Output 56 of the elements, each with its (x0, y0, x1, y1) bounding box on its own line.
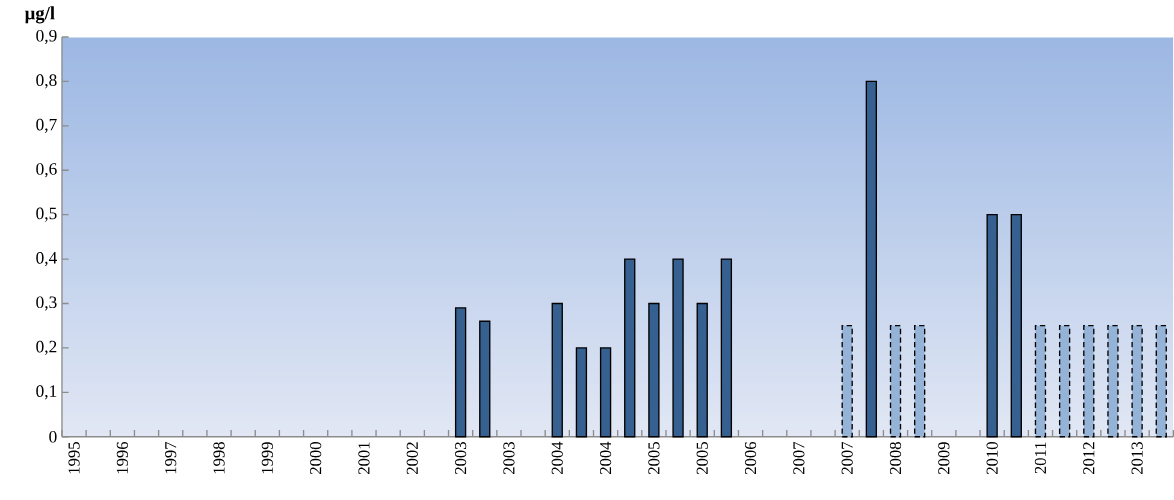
bar (575, 347, 588, 438)
x-tick-label: 2011 (1034, 442, 1047, 474)
y-tick-label: 0,4 (36, 252, 57, 267)
bar (865, 80, 878, 438)
bar (672, 258, 684, 438)
x-tick-label: 2010 (986, 442, 998, 475)
y-tick-label: 0 (49, 431, 57, 443)
x-tick-label: 1996 (116, 442, 128, 474)
x-tick-label: 1999 (261, 442, 273, 474)
y-tick-label: 0,1 (36, 385, 57, 400)
x-tick-label: 2003 (503, 442, 515, 475)
bar (889, 325, 902, 438)
bar (720, 258, 733, 438)
x-tick-label: 2007 (793, 442, 805, 475)
y-tick-label: 0,9 (36, 30, 57, 45)
x-tick-label: 2003 (455, 442, 467, 475)
x-tick-label: 2004 (551, 441, 563, 475)
bar (648, 302, 660, 438)
bar (1155, 325, 1167, 438)
x-tick-label: 2002 (406, 442, 418, 475)
x-tick-label: 2000 (310, 442, 322, 475)
bar (986, 214, 998, 438)
bar (1107, 325, 1119, 438)
bar (454, 307, 467, 438)
x-tick-label: 2007 (841, 442, 853, 475)
bar (624, 258, 636, 438)
x-tick-label: 2013 (1131, 442, 1143, 475)
x-tick-label: 1995 (68, 442, 80, 474)
bar (1034, 325, 1047, 438)
bar (696, 302, 708, 438)
bar (1083, 325, 1095, 438)
x-tick-label: 2008 (889, 442, 902, 475)
x-tick-label: 2009 (938, 442, 950, 475)
bar (599, 347, 612, 438)
bar (551, 302, 563, 438)
bar (1058, 325, 1071, 438)
y-tick-label: 0,8 (36, 74, 57, 89)
x-tick-label: 2005 (648, 442, 660, 475)
x-tick-label: 2001 (358, 442, 370, 475)
x-tick-label: 2012 (1083, 442, 1095, 475)
y-tick-label: 0,3 (36, 296, 57, 311)
bar (479, 320, 491, 438)
y-tick-label: 0,2 (36, 340, 57, 356)
y-tick-label: 0,7 (36, 118, 57, 134)
bar (841, 325, 853, 438)
y-tick-label: 0,5 (36, 207, 57, 222)
x-tick-label: 1998 (213, 442, 225, 474)
y-tick-label: 0,6 (36, 163, 57, 178)
x-tick-label: 2004 (599, 441, 612, 475)
y-axis-title: µg/l (24, 6, 55, 24)
x-tick-label: 2005 (696, 442, 708, 475)
bar (1131, 325, 1143, 438)
bar (914, 325, 926, 438)
x-tick-label: 2006 (744, 442, 757, 475)
bar (1010, 214, 1022, 438)
x-tick-label: 1997 (165, 442, 177, 474)
